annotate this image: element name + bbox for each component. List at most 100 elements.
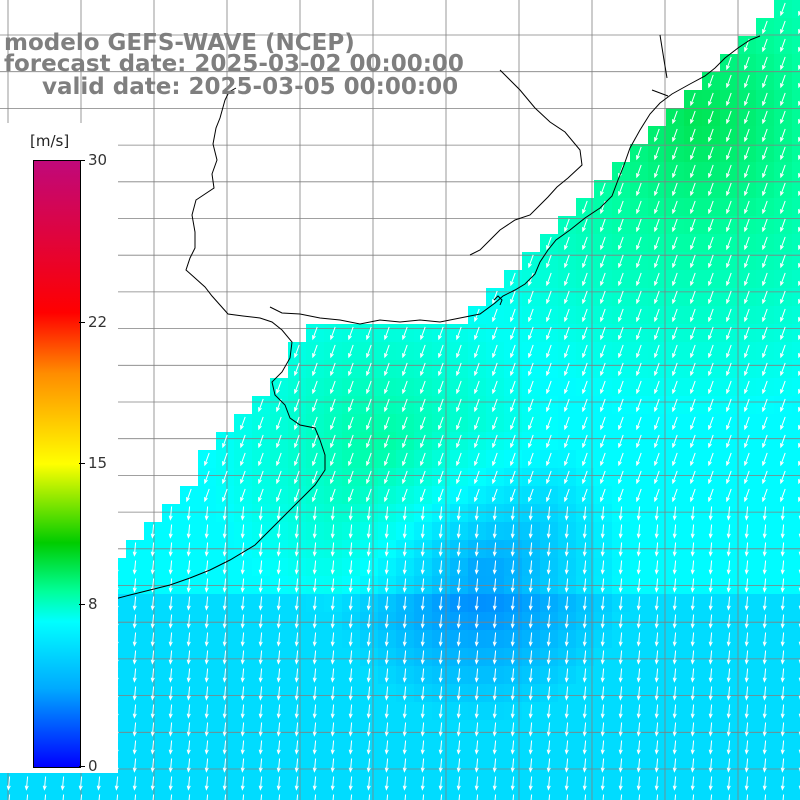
wind-arrow xyxy=(384,578,389,593)
wind-arrow xyxy=(366,650,371,665)
wind-arrow xyxy=(474,506,479,521)
wind-arrow xyxy=(762,722,767,737)
wind-arrow xyxy=(222,650,227,665)
wind-arrow xyxy=(618,722,623,737)
wind-arrow xyxy=(240,722,245,737)
wind-arrow xyxy=(420,434,426,449)
wind-arrow xyxy=(510,740,515,755)
wind-arrow xyxy=(600,542,605,557)
wind-arrow xyxy=(582,686,587,701)
wind-arrow xyxy=(726,344,732,359)
wind-arrow xyxy=(744,704,749,719)
wind-arrow xyxy=(168,650,173,665)
wind-arrow xyxy=(528,704,533,719)
wind-arrow xyxy=(492,560,497,575)
wind-arrow xyxy=(420,632,425,647)
wind-arrow xyxy=(62,794,65,800)
wind-arrow xyxy=(582,578,587,593)
wind-arrow xyxy=(600,524,605,539)
wind-arrow xyxy=(654,236,660,251)
wind-arrow xyxy=(492,668,497,683)
wind-arrow xyxy=(744,164,750,179)
wind-arrow xyxy=(564,776,569,791)
wind-arrow xyxy=(726,776,731,791)
wind-arrow xyxy=(582,290,588,305)
wind-arrow xyxy=(456,686,461,701)
wind-arrow xyxy=(366,740,371,755)
wind-arrow xyxy=(276,380,282,395)
wind-arrow xyxy=(780,560,785,575)
wind-arrow xyxy=(546,416,552,431)
wind-arrow xyxy=(600,380,606,395)
wind-speed-cell xyxy=(792,504,800,523)
wind-arrow xyxy=(636,470,642,485)
wind-arrow xyxy=(366,344,372,359)
wind-arrow xyxy=(240,416,246,431)
wind-arrow xyxy=(258,524,263,539)
wind-arrow xyxy=(744,668,749,683)
wind-arrow xyxy=(564,218,570,233)
wind-arrow xyxy=(672,650,677,665)
wind-arrow xyxy=(654,344,660,359)
wind-arrow xyxy=(294,650,299,665)
wind-arrow xyxy=(312,650,317,665)
wind-arrow xyxy=(582,524,587,539)
wind-arrow xyxy=(780,740,785,755)
wind-arrow xyxy=(402,740,407,755)
wind-arrow xyxy=(780,164,786,179)
wind-arrow xyxy=(348,326,354,341)
wind-arrow xyxy=(762,524,767,539)
wind-arrow xyxy=(582,614,587,629)
wind-arrow xyxy=(240,578,245,593)
wind-arrow xyxy=(456,380,462,395)
wind-arrow xyxy=(600,362,606,377)
wind-arrow xyxy=(474,596,479,611)
wind-arrow xyxy=(708,524,713,539)
wind-arrow xyxy=(222,434,228,449)
wind-arrow xyxy=(780,200,786,215)
wind-arrow xyxy=(546,290,552,305)
wind-arrow xyxy=(762,128,768,143)
wind-arrow xyxy=(636,218,642,233)
wind-arrow xyxy=(636,488,642,503)
wind-arrow xyxy=(240,488,246,503)
wind-arrow xyxy=(744,254,750,269)
wind-arrow xyxy=(728,794,731,800)
wind-arrow xyxy=(564,272,570,287)
wind-arrow xyxy=(294,362,300,377)
wind-arrow xyxy=(762,434,768,449)
wind-arrow xyxy=(402,488,408,503)
wind-arrow xyxy=(762,776,767,791)
wind-arrow xyxy=(276,578,281,593)
wind-arrow xyxy=(456,416,462,431)
wind-arrow xyxy=(384,722,389,737)
wind-arrow xyxy=(744,686,749,701)
wind-arrow xyxy=(780,362,786,377)
wind-arrow xyxy=(474,542,479,557)
wind-arrow xyxy=(780,74,786,89)
wind-arrow xyxy=(726,272,732,287)
wind-arrow xyxy=(762,704,767,719)
wind-arrow xyxy=(528,398,534,413)
wind-arrow xyxy=(600,686,605,701)
wind-arrow xyxy=(780,290,786,305)
wind-arrow xyxy=(672,326,678,341)
wind-arrow xyxy=(582,542,587,557)
wind-arrow xyxy=(528,416,534,431)
wind-arrow xyxy=(726,308,732,323)
wind-arrow xyxy=(168,614,173,629)
wind-arrow xyxy=(762,56,768,71)
wind-arrow xyxy=(672,452,678,467)
wind-arrow xyxy=(546,650,551,665)
wind-arrow xyxy=(654,362,660,377)
wind-arrow xyxy=(726,398,732,413)
wind-arrow xyxy=(726,452,732,467)
wind-arrow xyxy=(240,506,245,521)
wind-arrow xyxy=(402,596,407,611)
wind-arrow xyxy=(636,272,642,287)
wind-arrow xyxy=(564,434,570,449)
wind-arrow xyxy=(438,416,444,431)
wind-arrow xyxy=(618,758,623,773)
wind-arrow xyxy=(186,722,191,737)
wind-arrow xyxy=(564,398,570,413)
